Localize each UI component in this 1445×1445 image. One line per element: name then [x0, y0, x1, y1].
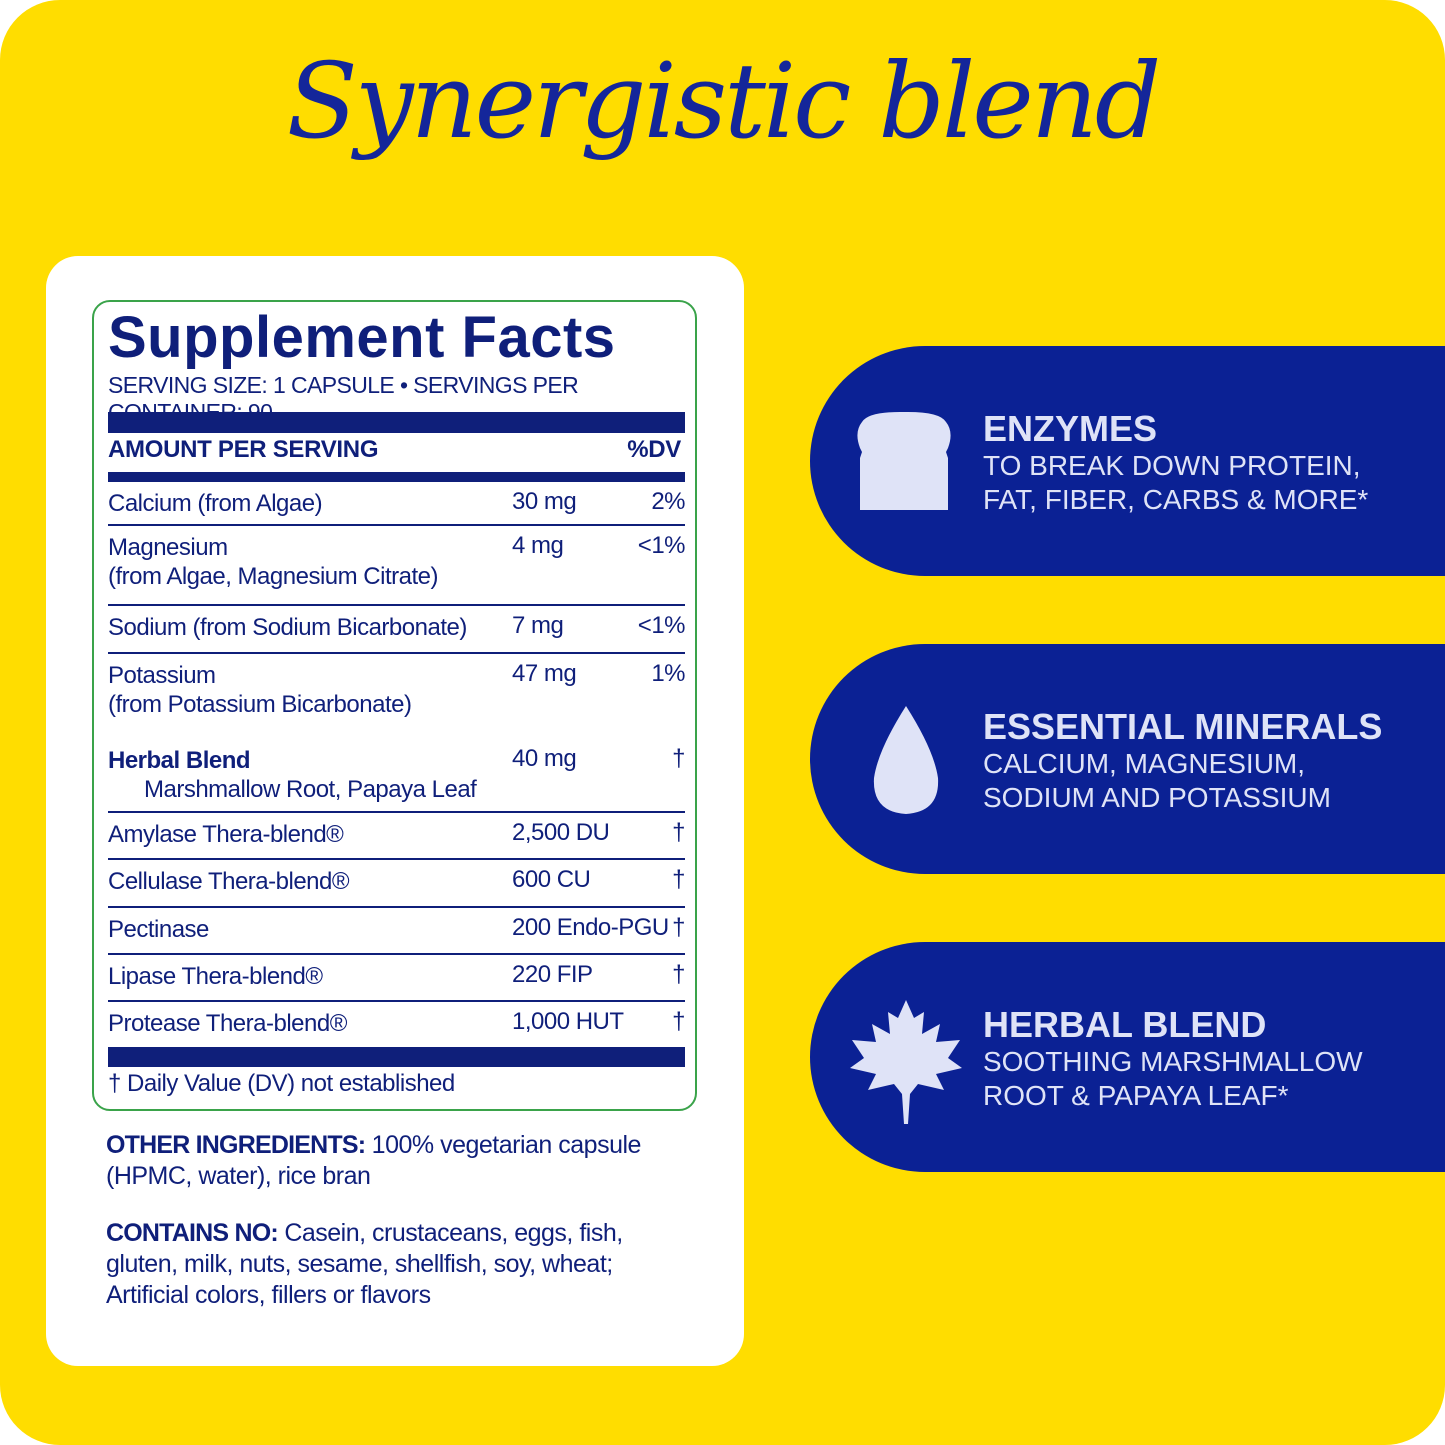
nutrient-name: Protease Thera-blend® [108, 1010, 347, 1037]
facts-row: Amylase Thera-blend® 2,500 DU † [108, 813, 685, 860]
contains-no: CONTAINS NO: Casein, crustaceans, eggs, … [106, 1218, 706, 1311]
divider-thick [108, 412, 685, 433]
contains-no-text: gluten, milk, nuts, sesame, shellfish, s… [106, 1250, 613, 1278]
nutrient-name: Pectinase [108, 916, 209, 943]
nutrient-dv: † [672, 819, 685, 846]
nutrient-dv: <1% [637, 532, 686, 559]
nutrient-name: Sodium (from Sodium Bicarbonate) [108, 614, 467, 641]
other-ingredients: OTHER INGREDIENTS: 100% vegetarian capsu… [106, 1130, 706, 1192]
nutrient-dv: † [672, 914, 685, 941]
nutrient-amount: 220 FIP [512, 961, 593, 988]
nutrient-source: (from Algae, Magnesium Citrate) [108, 563, 438, 590]
contains-no-text: Casein, crustaceans, eggs, fish, [277, 1219, 623, 1247]
feature-text: SODIUM AND POTASSIUM [983, 782, 1331, 813]
other-ingredients-text: (HPMC, water), rice bran [106, 1162, 371, 1190]
contains-no-label: CONTAINS NO: [106, 1219, 279, 1247]
feature-title: ESSENTIAL MINERALS [983, 706, 1383, 747]
feature-text: FAT, FIBER, CARBS & MORE* [983, 484, 1369, 515]
facts-row: Lipase Thera-blend® 220 FIP † [108, 955, 685, 1002]
feature-title: ENZYMES [983, 408, 1158, 449]
nutrient-amount: 47 mg [512, 660, 577, 687]
nutrient-amount: 40 mg [512, 745, 577, 772]
nutrient-dv: † [672, 866, 685, 893]
feature-title: HERBAL BLEND [983, 1004, 1267, 1045]
nutrient-name: Potassium [108, 662, 216, 689]
facts-row: Protease Thera-blend® 1,000 HUT † [108, 1002, 685, 1047]
divider-thick [108, 1047, 685, 1067]
feature-text: TO BREAK DOWN PROTEIN, [983, 450, 1361, 481]
nutrient-amount: 2,500 DU [512, 819, 610, 846]
nutrient-name: Magnesium [108, 534, 228, 561]
water-drop-icon [873, 706, 939, 814]
label-card: Supplement Facts SERVING SIZE: 1 CAPSULE… [46, 256, 744, 1366]
other-ingredients-label: OTHER INGREDIENTS: [106, 1131, 366, 1159]
nutrient-name: Lipase Thera-blend® [108, 963, 323, 990]
facts-row: Cellulase Thera-blend® 600 CU † [108, 860, 685, 908]
leaf-icon [850, 1000, 962, 1124]
amount-header: AMOUNT PER SERVING [108, 436, 379, 463]
facts-row: Calcium (from Algae) 30 mg 2% [108, 482, 685, 526]
feature-text: SOOTHING MARSHMALLOW [983, 1046, 1363, 1077]
headline: Synergistic blend [286, 40, 1162, 162]
nutrient-amount: 1,000 HUT [512, 1008, 624, 1035]
feature-text: ROOT & PAPAYA LEAF* [983, 1080, 1289, 1111]
contains-no-text: Artificial colors, fillers or flavors [106, 1281, 431, 1309]
feature-enzymes: ENZYMES TO BREAK DOWN PROTEIN, FAT, FIBE… [810, 346, 1445, 576]
facts-title: Supplement Facts [108, 305, 616, 370]
nutrient-name: Calcium (from Algae) [108, 490, 323, 517]
nutrient-source: (from Potassium Bicarbonate) [108, 691, 412, 718]
feature-herbal: HERBAL BLEND SOOTHING MARSHMALLOW ROOT &… [810, 942, 1445, 1172]
nutrient-dv: 2% [651, 488, 685, 515]
nutrient-amount: 600 CU [512, 866, 591, 893]
bread-icon [857, 412, 951, 510]
nutrient-dv: † [672, 745, 685, 772]
nutrient-amount: 4 mg [512, 532, 564, 559]
feature-minerals: ESSENTIAL MINERALS CALCIUM, MAGNESIUM, S… [810, 644, 1445, 874]
facts-row: Magnesium (from Algae, Magnesium Citrate)… [108, 526, 686, 606]
nutrient-dv: <1% [637, 612, 686, 639]
supplement-facts-panel: Supplement Facts SERVING SIZE: 1 CAPSULE… [92, 300, 697, 1111]
feature-text: CALCIUM, MAGNESIUM, [983, 748, 1306, 779]
dv-header: %DV [627, 436, 681, 463]
facts-row: Potassium (from Potassium Bicarbonate) 47 … [108, 654, 685, 729]
nutrient-name: Amylase Thera-blend® [108, 821, 344, 848]
divider-medium [108, 472, 685, 482]
nutrient-name: Cellulase Thera-blend® [108, 868, 350, 895]
nutrient-dv: † [672, 1008, 685, 1035]
nutrient-name: Herbal Blend [108, 747, 251, 774]
nutrient-dv: † [672, 961, 685, 988]
nutrient-amount: 7 mg [512, 612, 564, 639]
facts-row: Sodium (from Sodium Bicarbonate) 7 mg <1% [108, 606, 686, 654]
other-ingredients-text: 100% vegetarian capsule [365, 1131, 642, 1159]
nutrient-dv: 1% [651, 660, 685, 687]
footnote: † Daily Value (DV) not established [108, 1070, 455, 1097]
nutrient-amount: 200 Endo-PGU [512, 914, 669, 941]
nutrient-amount: 30 mg [512, 488, 577, 515]
facts-row: Herbal Blend Marshmallow Root, Papaya Lea… [108, 739, 685, 813]
facts-row: Pectinase 200 Endo-PGU † [108, 908, 685, 955]
nutrient-source: Marshmallow Root, Papaya Leaf [144, 776, 477, 803]
